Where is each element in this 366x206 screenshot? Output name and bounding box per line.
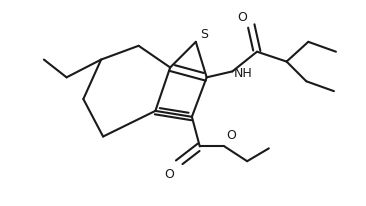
Text: S: S bbox=[200, 28, 208, 41]
Text: O: O bbox=[227, 129, 236, 142]
Text: NH: NH bbox=[233, 67, 252, 80]
Text: O: O bbox=[164, 167, 174, 180]
Text: O: O bbox=[237, 11, 247, 24]
